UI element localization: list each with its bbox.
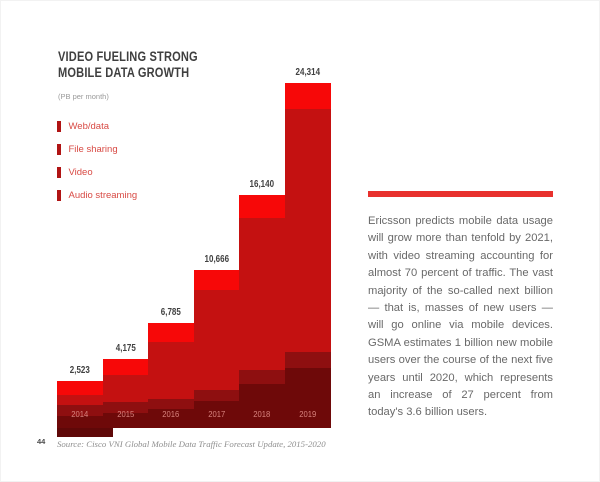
bar-value-label: 6,785 bbox=[160, 307, 181, 319]
legend-label: File sharing bbox=[68, 143, 118, 155]
bar-segment-main-medium-layer bbox=[239, 218, 285, 370]
bar-segment-bottom-darkest-layer bbox=[57, 416, 103, 428]
legend-marker-icon bbox=[57, 143, 61, 155]
bar-segment-bottom-darkest-layer bbox=[193, 401, 240, 428]
legend-label: Video bbox=[68, 166, 93, 178]
chart-subtitle: (PB per month) bbox=[58, 92, 109, 101]
bar-value-label: 2,523 bbox=[69, 365, 90, 377]
bar-segment-top-bright-layer bbox=[102, 358, 149, 376]
legend-item-file-sharing: File sharing bbox=[57, 143, 137, 155]
bar-segment-bottom-darkest-layer bbox=[239, 383, 285, 428]
bar-year-label: 2014 bbox=[71, 409, 89, 419]
bar-year-label: 2017 bbox=[208, 409, 226, 419]
bar-segment-lower-dark-layer bbox=[193, 390, 240, 402]
bar-2016: 6,785 2016 bbox=[148, 83, 194, 428]
chart-legend: Web/data File sharing Video Audio stream… bbox=[57, 120, 137, 212]
bar-segment-main-medium-layer bbox=[284, 108, 331, 353]
legend-marker-icon bbox=[57, 166, 61, 178]
bar-2017: 10,666 2017 bbox=[193, 83, 240, 428]
page-number: 44 bbox=[37, 437, 46, 446]
bar-segment-main-medium-layer bbox=[193, 290, 240, 391]
bar-value-label: 10,666 bbox=[204, 253, 229, 265]
bar-segment-top-bright-layer bbox=[148, 323, 194, 342]
legend-marker-icon bbox=[57, 120, 61, 132]
bar-segment-top-bright-layer bbox=[57, 381, 103, 396]
bar-segment-main-medium-layer bbox=[102, 375, 149, 402]
bar-segment-bottom-darkest-layer bbox=[284, 368, 331, 428]
stacked-bar-chart: 2,523 2014 4,175 2015 6,785 2016 10,666 2017 16,… bbox=[57, 67, 331, 437]
legend-label: Web/data bbox=[68, 120, 110, 132]
bar-year-label: 2016 bbox=[162, 409, 180, 419]
bar-segment-main-medium-layer bbox=[57, 395, 103, 405]
legend-marker-icon bbox=[57, 189, 61, 201]
bar-year-label: 2019 bbox=[299, 409, 317, 419]
bar-year-label: 2015 bbox=[116, 409, 134, 419]
bar-2015: 4,175 2015 bbox=[102, 83, 149, 428]
bar-value-label: 4,175 bbox=[115, 342, 136, 354]
bar-segment-top-bright-layer bbox=[284, 83, 331, 109]
bar-segment-lower-dark-layer bbox=[284, 352, 331, 369]
bar-segment-bottom-darkest-layer bbox=[102, 412, 149, 428]
red-divider-bar bbox=[368, 191, 553, 197]
legend-label: Audio streaming bbox=[68, 189, 138, 201]
bar-segment-lower-dark-layer bbox=[102, 401, 149, 413]
bar-segment-top-bright-layer bbox=[239, 194, 285, 219]
bar-segment-lower-dark-layer bbox=[57, 404, 103, 417]
bar-segment-lower-dark-layer bbox=[239, 369, 285, 384]
commentary-panel: Ericsson predicts mobile data usage will… bbox=[368, 191, 553, 422]
legend-item-audio-streaming: Audio streaming bbox=[57, 189, 137, 201]
bar-segment-bottom-darkest-layer bbox=[148, 409, 194, 428]
bar-value-label: 24,314 bbox=[295, 67, 321, 78]
bar-segment-lower-dark-layer bbox=[148, 398, 194, 410]
chart-title-line1: VIDEO FUELING STRONG bbox=[58, 49, 198, 64]
bar-segment-main-medium-layer bbox=[148, 341, 194, 399]
bar-segment-top-bright-layer bbox=[193, 269, 240, 291]
commentary-paragraph: Ericsson predicts mobile data usage will… bbox=[368, 215, 553, 419]
legend-item-video: Video bbox=[57, 166, 137, 178]
legend-item-web-data: Web/data bbox=[57, 120, 137, 132]
chart-title-line2: MOBILE DATA GROWTH bbox=[58, 65, 190, 80]
source-citation: Source: Cisco VNI Global Mobile Data Tra… bbox=[57, 439, 326, 449]
bar-2014: 2,523 2014 bbox=[57, 83, 103, 428]
bar-value-label: 16,140 bbox=[249, 178, 275, 190]
bar-2019: 24,314 2019 bbox=[284, 67, 331, 428]
bar-2018: 16,140 2018 bbox=[239, 83, 285, 428]
chart-title: VIDEO FUELING STRONG MOBILE DATA GROWTH bbox=[58, 49, 198, 81]
bar-year-label: 2018 bbox=[253, 409, 271, 419]
